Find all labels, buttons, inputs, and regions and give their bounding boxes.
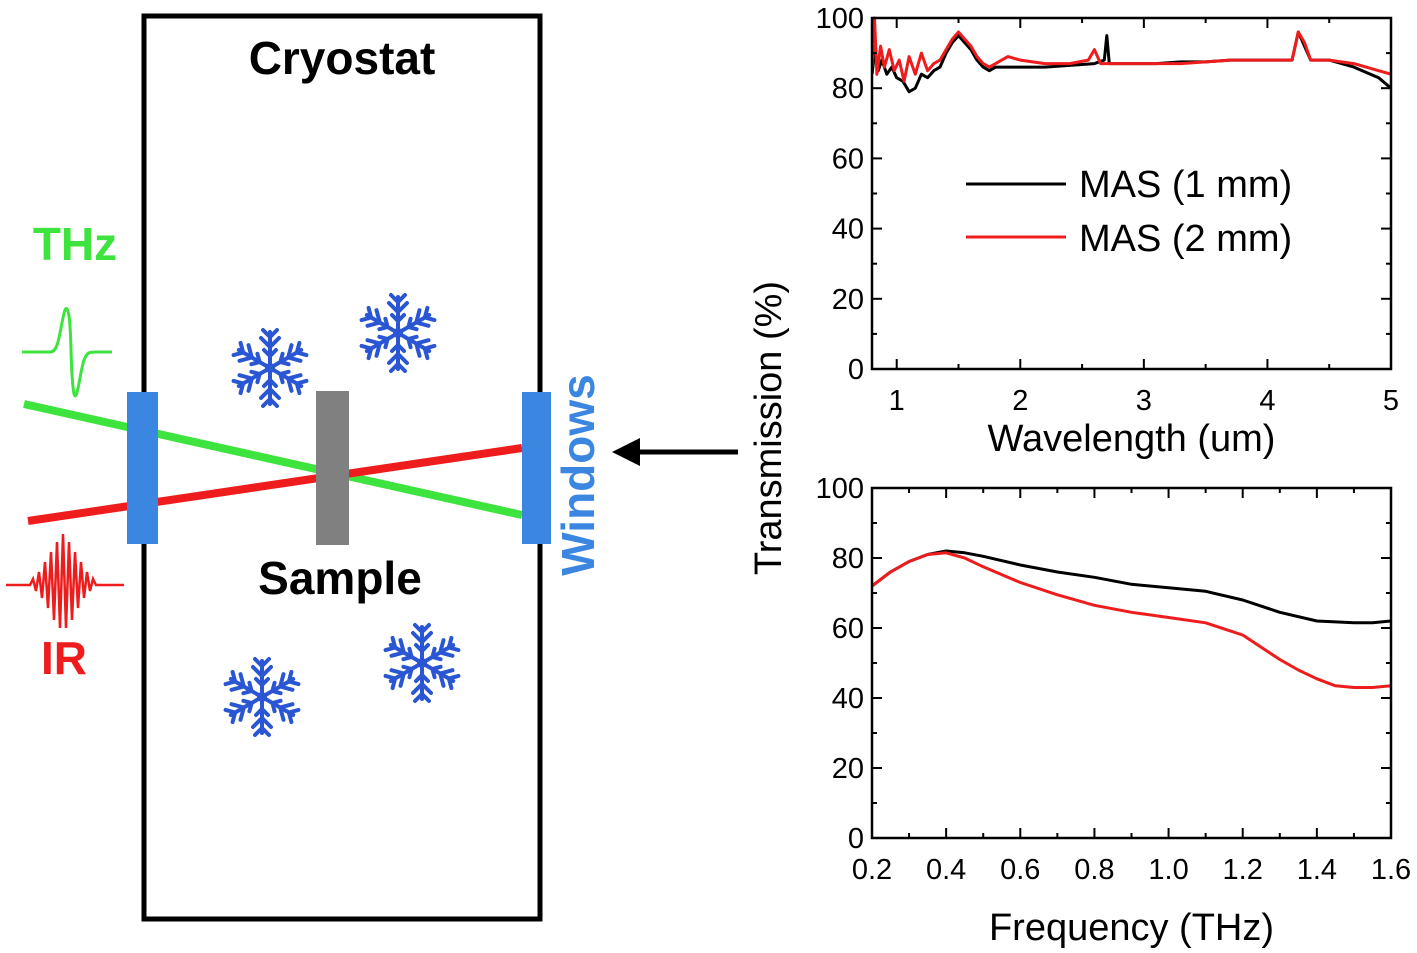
y-tick-label: 40 [832, 214, 864, 246]
x-axis-label: Wavelength (um) [988, 418, 1276, 460]
y-axis-label: Transmission (%) [748, 281, 790, 575]
y-tick-label: 20 [832, 753, 864, 785]
ir-beam [27, 444, 523, 525]
sample-label: Sample [258, 552, 422, 604]
arrow-left-icon [612, 438, 738, 466]
x-tick-label: 0.6 [1000, 854, 1040, 886]
snowflake-icon [225, 659, 300, 735]
y-tick-label: 60 [832, 613, 864, 645]
x-tick-label: 1.4 [1297, 854, 1337, 886]
snowflake-icon [385, 625, 460, 701]
thz-beam [23, 400, 523, 519]
thz-label: THz [33, 218, 117, 270]
y-tick-label: 100 [816, 473, 864, 505]
x-tick-label: 2 [1012, 385, 1028, 417]
legend-label-2mm: MAS (2 mm) [1079, 218, 1292, 260]
wavelength-chart: 0 20 40 60 80 100 1 2 3 4 5 Wavelength (um) [816, 3, 1399, 460]
x-tick-label: 0.4 [926, 854, 966, 886]
y-tick-label: 80 [832, 543, 864, 575]
frequency-chart: 0 20 40 60 80 100 0.2 0.4 0.6 0.8 1.0 1.2 1.4 1.6 Freq… [816, 473, 1412, 949]
y-tick-label: 100 [816, 3, 864, 35]
x-axis-label: Frequency (THz) [989, 907, 1274, 949]
legend-label-1mm: MAS (1 mm) [1079, 164, 1292, 206]
thz-pulse-icon [22, 307, 112, 398]
windows-label: Windows [552, 374, 604, 575]
x-tick-label: 0.8 [1074, 854, 1114, 886]
x-tick-label: 0.2 [852, 854, 892, 886]
ir-label: IR [41, 632, 87, 684]
x-tick-label: 1 [889, 385, 905, 417]
x-tick-label: 4 [1259, 385, 1275, 417]
x-tick-label: 3 [1136, 385, 1152, 417]
ir-pulse-icon [6, 533, 124, 629]
x-tick-label: 1.0 [1148, 854, 1188, 886]
window-right [522, 392, 551, 544]
window-left [127, 392, 158, 544]
y-tick-label: 0 [848, 823, 864, 855]
y-tick-label: 20 [832, 284, 864, 316]
cryostat-label: Cryostat [249, 32, 436, 84]
snowflake-icon [361, 295, 436, 371]
series-line-1 [872, 16, 1391, 83]
legend: MAS (1 mm) MAS (2 mm) [966, 164, 1292, 260]
series-line-1 [872, 551, 1391, 689]
plot-frame [870, 486, 1393, 840]
y-tick-label: 0 [848, 354, 864, 386]
x-tick-label: 5 [1383, 385, 1399, 417]
x-tick-label: 1.6 [1371, 854, 1411, 886]
sample-slab [316, 391, 349, 545]
y-tick-label: 60 [832, 143, 864, 175]
x-tick-label: 1.2 [1223, 854, 1263, 886]
snowflake-icon [233, 330, 308, 406]
y-tick-label: 40 [832, 683, 864, 715]
y-tick-label: 80 [832, 73, 864, 105]
